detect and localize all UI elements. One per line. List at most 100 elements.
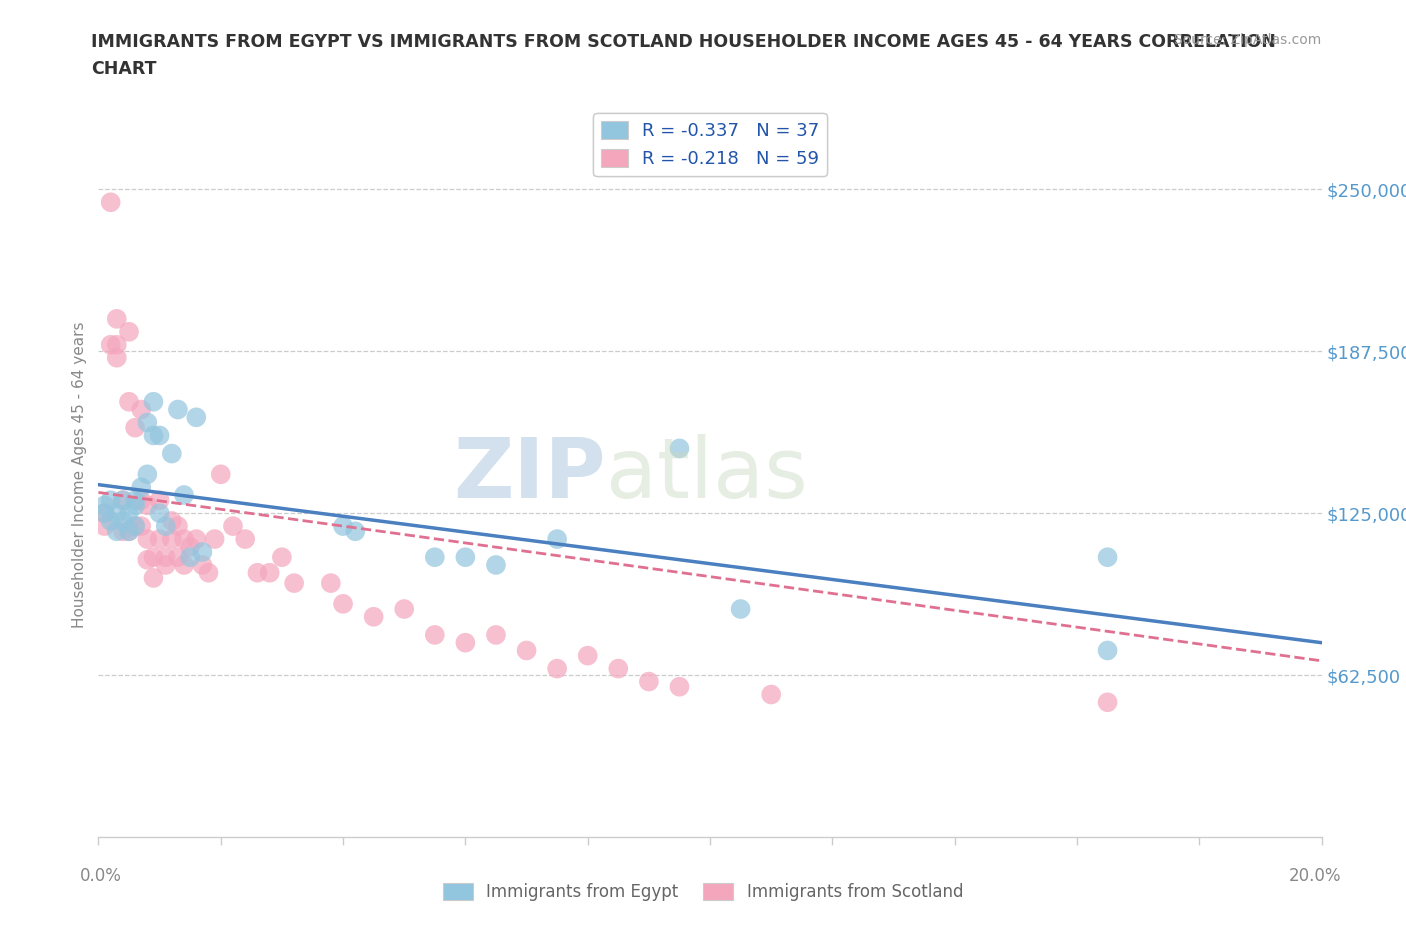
Point (485, 558, 508, 573)
Point (124, 420, 146, 435)
Point (142, 394, 165, 409)
Point (100, 493, 122, 508)
Point (222, 519, 245, 534)
Point (246, 565, 269, 580)
Point (142, 550, 165, 565)
Legend: Immigrants from Egypt, Immigrants from Scotland: Immigrants from Egypt, Immigrants from S… (436, 876, 970, 908)
Point (149, 428, 172, 443)
Point (142, 428, 165, 443)
Text: CHART: CHART (91, 60, 157, 78)
Text: Source: ZipAtlas.com: Source: ZipAtlas.com (1174, 33, 1322, 46)
Point (93, 506, 115, 521)
Point (423, 550, 446, 565)
Point (160, 513, 183, 528)
Point (1097, 550, 1119, 565)
Point (124, 493, 146, 508)
Point (173, 487, 195, 502)
Point (668, 441, 690, 456)
Point (186, 410, 208, 425)
Point (118, 325, 141, 339)
Point (167, 519, 190, 534)
Point (111, 493, 134, 508)
Point (136, 532, 159, 547)
Point (136, 552, 159, 567)
Y-axis label: Householder Income Ages 45 - 64 years: Householder Income Ages 45 - 64 years (72, 321, 87, 628)
Point (124, 519, 146, 534)
Point (100, 338, 122, 352)
Text: 0.0%: 0.0% (80, 867, 122, 885)
Point (105, 506, 128, 521)
Point (204, 532, 226, 547)
Point (118, 394, 141, 409)
Point (149, 532, 172, 547)
Point (149, 493, 172, 508)
Point (111, 513, 134, 528)
Point (191, 558, 214, 573)
Text: IMMIGRANTS FROM EGYPT VS IMMIGRANTS FROM SCOTLAND HOUSEHOLDER INCOME AGES 45 - 6: IMMIGRANTS FROM EGYPT VS IMMIGRANTS FROM… (91, 33, 1277, 50)
Point (155, 550, 177, 565)
Point (100, 195, 122, 210)
Point (160, 532, 183, 547)
Point (167, 550, 190, 565)
Point (173, 532, 195, 547)
Point (173, 558, 195, 573)
Point (160, 446, 183, 461)
Text: atlas: atlas (606, 433, 808, 515)
Point (149, 506, 172, 521)
Point (454, 635, 477, 650)
Point (637, 674, 661, 689)
Point (668, 679, 690, 694)
Point (186, 532, 208, 547)
Point (105, 312, 128, 326)
Point (1097, 643, 1119, 658)
Point (118, 524, 141, 538)
Point (100, 513, 122, 528)
Point (516, 643, 538, 658)
Point (209, 467, 232, 482)
Point (191, 545, 214, 560)
Point (607, 661, 630, 676)
Point (129, 519, 152, 534)
Point (105, 351, 128, 365)
Point (485, 628, 508, 643)
Point (129, 480, 152, 495)
Legend: R = -0.337   N = 37, R = -0.218   N = 59: R = -0.337 N = 37, R = -0.218 N = 59 (593, 113, 827, 176)
Point (136, 467, 159, 482)
Point (118, 506, 141, 521)
Point (142, 570, 165, 585)
Point (179, 550, 201, 565)
Point (136, 415, 159, 430)
Point (93, 506, 115, 521)
Point (283, 576, 305, 591)
Point (319, 576, 342, 591)
Point (576, 648, 599, 663)
Point (124, 519, 146, 534)
Text: ZIP: ZIP (454, 433, 606, 515)
Point (111, 493, 134, 508)
Point (155, 558, 177, 573)
Point (332, 519, 354, 534)
Point (93, 519, 115, 534)
Point (167, 402, 190, 417)
Point (270, 550, 292, 565)
Text: 20.0%: 20.0% (1288, 867, 1341, 885)
Point (105, 524, 128, 538)
Point (259, 565, 281, 580)
Point (423, 628, 446, 643)
Point (155, 519, 177, 534)
Point (363, 609, 385, 624)
Point (546, 532, 568, 547)
Point (730, 602, 752, 617)
Point (93, 498, 115, 512)
Point (454, 550, 477, 565)
Point (759, 687, 782, 702)
Point (136, 498, 159, 512)
Point (344, 524, 367, 538)
Point (392, 602, 416, 617)
Point (546, 661, 568, 676)
Point (233, 532, 256, 547)
Point (179, 539, 201, 554)
Point (1097, 695, 1119, 710)
Point (124, 498, 146, 512)
Point (197, 565, 219, 580)
